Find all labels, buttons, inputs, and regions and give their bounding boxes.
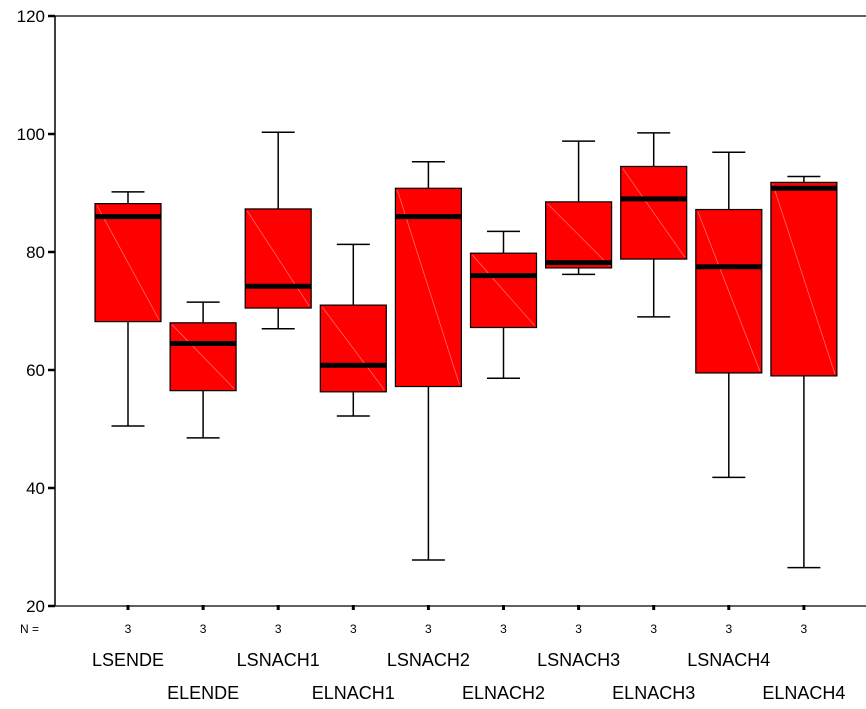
box-lsende <box>94 191 162 427</box>
box-shading-line <box>321 306 385 391</box>
box-shading-line <box>96 205 160 320</box>
box-shading-line <box>472 254 535 326</box>
box-shading-line <box>547 203 610 267</box>
box-shading-line <box>622 168 686 258</box>
n-count: 3 <box>500 622 507 636</box>
box-lsnach3 <box>544 140 613 276</box>
n-count: 3 <box>425 622 432 636</box>
category-label: ELNACH1 <box>312 683 395 703</box>
category-label: LSNACH2 <box>387 650 470 670</box>
category-label: ELNACH4 <box>762 683 845 703</box>
n-count: 3 <box>125 622 132 636</box>
box-shading-line <box>772 184 836 375</box>
n-count: 3 <box>725 622 732 636</box>
box-elnach1 <box>319 243 387 417</box>
box-shading-line <box>397 190 460 385</box>
n-count: 3 <box>350 622 357 636</box>
y-tick-label: 20 <box>26 597 45 616</box>
n-count: 3 <box>801 622 808 636</box>
category-label: LSNACH3 <box>537 650 620 670</box>
boxes-layer <box>94 131 838 569</box>
category-label: ELNACH3 <box>612 683 695 703</box>
n-label: N = <box>20 622 39 636</box>
box-lsnach2 <box>394 160 462 561</box>
category-label: ELNACH2 <box>462 683 545 703</box>
n-count: 3 <box>575 622 582 636</box>
box-shading-line <box>246 210 310 307</box>
box-elnach3 <box>620 132 688 318</box>
y-tick-label: 80 <box>26 243 45 262</box>
box-lsnach4 <box>695 151 763 479</box>
box-elnach2 <box>469 230 538 380</box>
box-elende <box>169 301 237 439</box>
y-tick-label: 40 <box>26 479 45 498</box>
n-count: 3 <box>275 622 282 636</box>
y-tick-label: 120 <box>17 7 45 26</box>
n-count: 3 <box>200 622 207 636</box>
axes-layer <box>48 14 866 610</box>
box-lsnach1 <box>244 131 312 330</box>
y-tick-label: 100 <box>17 125 45 144</box>
n-count: 3 <box>650 622 657 636</box>
box-shading-line <box>171 324 235 389</box>
y-tick-label: 60 <box>26 361 45 380</box>
category-label: LSNACH4 <box>687 650 770 670</box>
category-label: ELENDE <box>167 683 239 703</box>
category-label: LSENDE <box>92 650 164 670</box>
category-label: LSNACH1 <box>237 650 320 670</box>
box-shading-line <box>697 211 761 372</box>
box-elnach4 <box>770 175 838 569</box>
